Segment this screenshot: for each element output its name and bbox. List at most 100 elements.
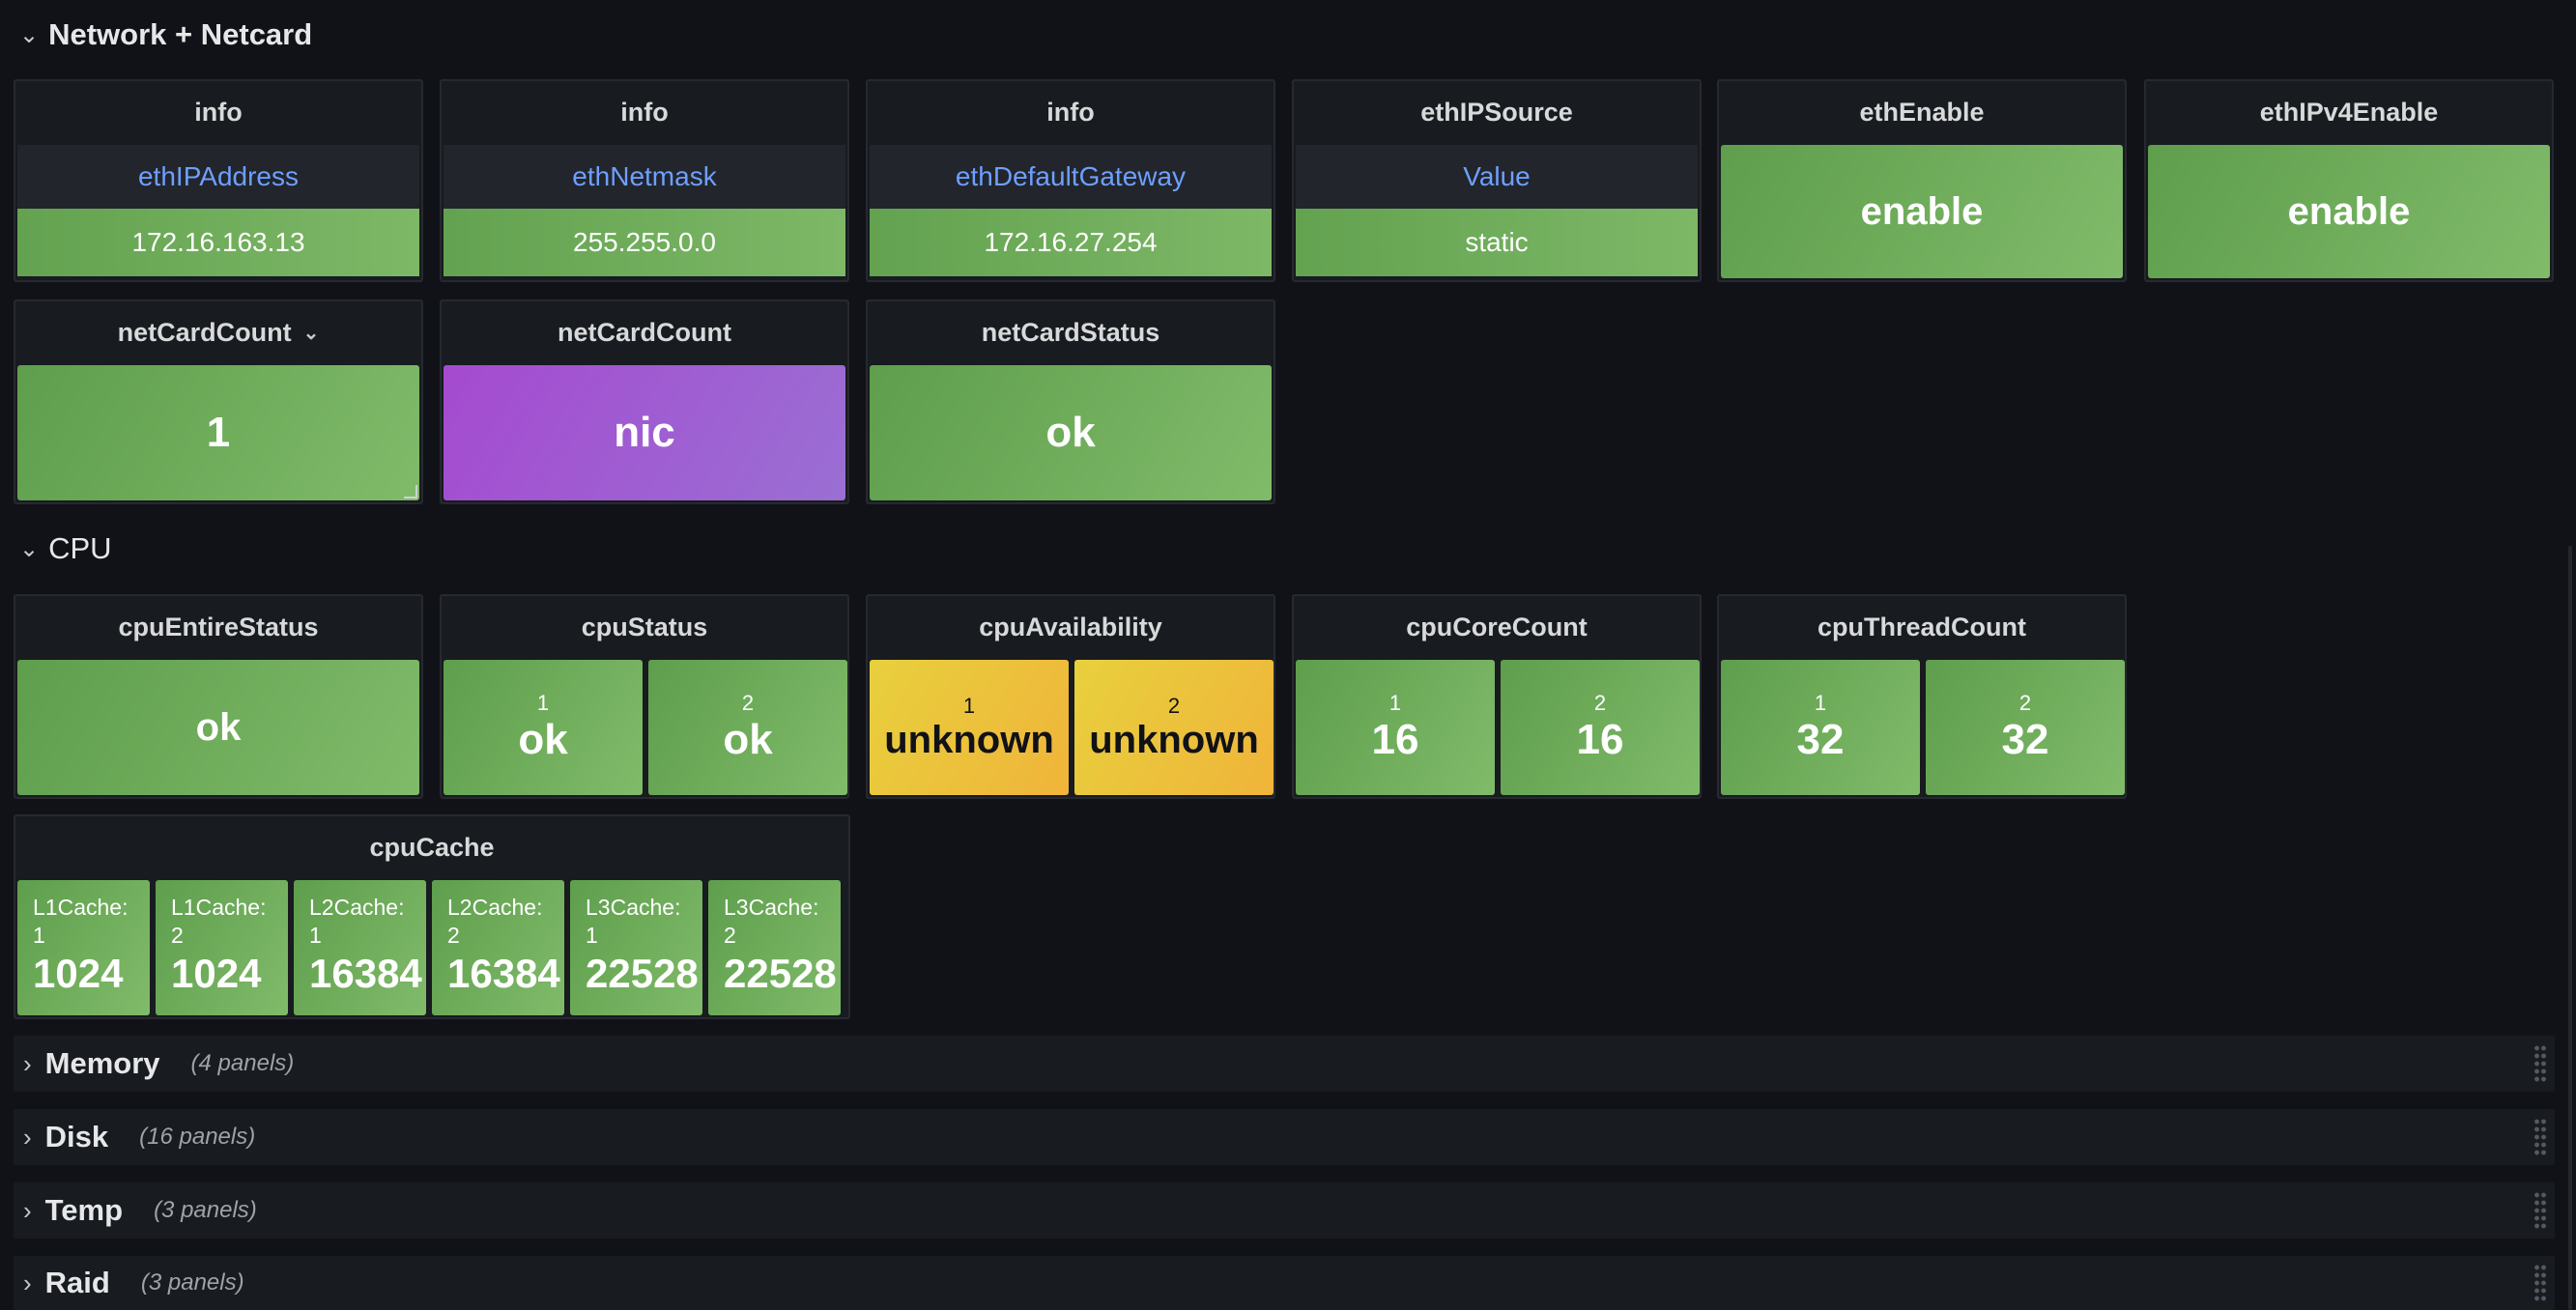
collapsed-row-disk[interactable]: › Disk (16 panels) — [14, 1109, 2555, 1165]
chevron-right-icon: › — [23, 1195, 32, 1225]
panel-title[interactable]: netCardCount ⌄ — [15, 301, 421, 363]
scrollbar[interactable] — [2568, 546, 2572, 1310]
panel-title[interactable]: netCardCount — [558, 317, 731, 347]
panel-title[interactable]: ethIPv4Enable — [2259, 97, 2439, 127]
stat-label: 2 — [741, 691, 755, 715]
eth-ipv4-enable-panel: ethIPv4Enable enable — [2144, 79, 2554, 282]
cpu-status-panel: cpuStatus 1 ok 2 ok — [440, 594, 849, 799]
drag-handle-icon[interactable] — [2533, 1191, 2547, 1230]
collapsed-row-memory[interactable]: › Memory (4 panels) — [14, 1036, 2555, 1092]
panel-count: (3 panels) — [140, 1269, 244, 1296]
panel-count: (4 panels) — [190, 1050, 295, 1076]
stat-label: 1 — [1388, 691, 1402, 715]
cache-value: 16384 — [309, 951, 422, 996]
panel-title[interactable]: info — [620, 97, 669, 127]
cache-label: L1Cache: — [171, 895, 267, 920]
cache-stat-box: L3Cache: 2 22528 — [708, 880, 841, 1015]
stat-label: 1 — [1814, 691, 1827, 715]
info-panel-netmask: info ethNetmask 255.255.0.0 — [440, 79, 849, 282]
stat-value: unknown — [884, 718, 1054, 761]
cpu-cache-panel: cpuCache L1Cache: 1 1024 L1Cache: 2 1024… — [14, 814, 850, 1019]
collapsed-row-raid[interactable]: › Raid (3 panels) — [14, 1256, 2555, 1310]
drag-handle-icon[interactable] — [2533, 1264, 2547, 1302]
cache-index: 2 — [724, 923, 736, 948]
cache-value: 1024 — [171, 951, 262, 996]
table-cell: 255.255.0.0 — [444, 209, 845, 276]
panel-title[interactable]: cpuThreadCount — [1818, 612, 2026, 641]
eth-enable-panel: ethEnable enable — [1717, 79, 2127, 282]
eth-ip-source-panel: ethIPSource Value static — [1292, 79, 1702, 282]
cache-value: 1024 — [33, 951, 124, 996]
stat-label: 1 — [536, 691, 550, 715]
row-title: Memory — [44, 1046, 160, 1080]
collapsed-row-temp[interactable]: › Temp (3 panels) — [14, 1182, 2555, 1239]
resize-handle-icon[interactable] — [404, 485, 417, 498]
row-title: Disk — [44, 1120, 109, 1153]
stat-value: 16 — [1576, 716, 1624, 763]
panel-title[interactable]: info — [1046, 97, 1095, 127]
chevron-right-icon: › — [23, 1267, 32, 1297]
stat-value-box: 2 32 — [1926, 660, 2125, 795]
panel-count: (3 panels) — [154, 1197, 257, 1223]
stat-value-box: 1 ok — [444, 660, 643, 795]
drag-handle-icon[interactable] — [2533, 1118, 2547, 1156]
cpu-thread-count-panel: cpuThreadCount 1 32 2 32 — [1717, 594, 2127, 799]
drag-handle-icon[interactable] — [2533, 1044, 2547, 1083]
panel-title[interactable]: cpuCache — [369, 832, 495, 862]
panel-title[interactable]: ethEnable — [1859, 97, 1985, 127]
stat-value: ok — [195, 705, 242, 749]
cache-stat-box: L1Cache: 2 1024 — [156, 880, 288, 1015]
cache-label: L3Cache: — [586, 895, 681, 920]
table-cell: 172.16.27.254 — [870, 209, 1272, 276]
cache-index: 2 — [447, 923, 460, 948]
row-title: Network + Netcard — [48, 17, 313, 51]
stat-value-box: nic — [444, 365, 845, 500]
chevron-right-icon: › — [23, 1122, 32, 1152]
row-header-cpu[interactable]: ⌄ CPU — [19, 527, 112, 570]
panel-title[interactable]: netCardStatus — [981, 317, 1160, 347]
stat-value-box: 1 32 — [1721, 660, 1920, 795]
stat-value: ok — [723, 716, 773, 763]
table-cell: static — [1296, 209, 1698, 276]
row-title: Temp — [44, 1193, 124, 1227]
panel-title[interactable]: cpuCoreCount — [1406, 612, 1588, 641]
table-header[interactable]: Value — [1296, 145, 1698, 209]
cache-stat-box: L3Cache: 1 22528 — [570, 880, 702, 1015]
stat-value-box: 2 unknown — [1074, 660, 1274, 795]
stat-value: 32 — [2001, 716, 2049, 763]
table-header[interactable]: ethNetmask — [444, 145, 845, 209]
panel-title[interactable]: cpuEntireStatus — [118, 612, 319, 641]
stat-value-box: 2 ok — [648, 660, 847, 795]
panel-title[interactable]: ethIPSource — [1420, 97, 1573, 127]
stat-value-box: ok — [17, 660, 419, 795]
stat-value-box: enable — [2148, 145, 2550, 278]
stat-value: ok — [518, 716, 568, 763]
cache-value: 16384 — [447, 951, 560, 996]
stat-value-box: 1 unknown — [870, 660, 1069, 795]
chevron-down-icon[interactable]: ⌄ — [302, 322, 320, 344]
row-header-network[interactable]: ⌄ Network + Netcard — [19, 14, 312, 56]
row-title: Raid — [44, 1266, 110, 1299]
panel-title[interactable]: info — [194, 97, 243, 127]
cache-value: 22528 — [724, 951, 837, 996]
table-header[interactable]: ethIPAddress — [17, 145, 419, 209]
panel-title[interactable]: cpuStatus — [581, 612, 708, 641]
cache-index: 1 — [33, 923, 45, 948]
stat-value: 1 — [206, 409, 231, 456]
cache-label: L2Cache: — [309, 895, 405, 920]
stat-value: enable — [1860, 189, 1984, 233]
row-title: CPU — [48, 531, 112, 565]
cpu-availability-panel: cpuAvailability 1 unknown 2 unknown — [866, 594, 1275, 799]
panel-title[interactable]: cpuAvailability — [979, 612, 1162, 641]
table-header[interactable]: ethDefaultGateway — [870, 145, 1272, 209]
cache-stat-box: L1Cache: 1 1024 — [17, 880, 150, 1015]
stat-value: nic — [614, 409, 675, 456]
cache-index: 1 — [586, 923, 598, 948]
stat-value: ok — [1045, 409, 1096, 456]
table-cell: 172.16.163.13 — [17, 209, 419, 276]
netcard-status-panel: netCardStatus ok — [866, 299, 1275, 504]
stat-label: 1 — [962, 693, 976, 718]
cpu-entire-status-panel: cpuEntireStatus ok — [14, 594, 423, 799]
cache-label: L1Cache: — [33, 895, 129, 920]
chevron-down-icon: ⌄ — [19, 21, 40, 48]
